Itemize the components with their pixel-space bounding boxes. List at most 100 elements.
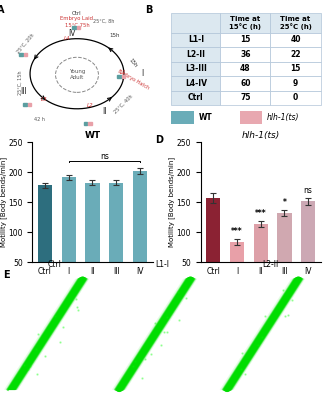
Text: 15: 15 (240, 35, 250, 44)
Point (34, 346, 39, 352)
Point (285, 312, 291, 318)
Text: 25°C, 40h: 25°C, 40h (113, 94, 134, 115)
Bar (240, 111, 262, 124)
Text: Ctrl: Ctrl (188, 93, 203, 102)
Bar (220, 90, 271, 105)
Point (75, 307, 80, 313)
Text: Time at
25°C (h): Time at 25°C (h) (280, 16, 312, 30)
Bar (117, 74, 121, 78)
Text: II: II (102, 107, 107, 116)
Point (139, 375, 145, 381)
Point (242, 370, 248, 377)
Text: L3: L3 (40, 97, 47, 102)
Bar (88, 122, 92, 125)
Bar (85, 183, 99, 292)
Point (35, 331, 40, 338)
Bar (271, 62, 321, 76)
Text: L4: L4 (64, 36, 70, 40)
Bar (230, 242, 244, 292)
Bar (171, 32, 220, 47)
Point (289, 297, 295, 303)
Text: hlh-1(ts): hlh-1(ts) (267, 113, 300, 122)
Text: Embryo Hatch: Embryo Hatch (117, 68, 150, 90)
Bar (171, 76, 220, 90)
Point (260, 334, 265, 340)
Point (283, 313, 288, 320)
Bar (24, 52, 28, 56)
Text: 15°C 75h: 15°C 75h (64, 23, 89, 28)
Text: L2-II: L2-II (186, 50, 205, 59)
Bar (271, 47, 321, 62)
Bar (171, 111, 194, 124)
Bar (133, 171, 147, 292)
Text: 25°C, 15h: 25°C, 15h (18, 70, 23, 95)
Text: L3-III: L3-III (185, 64, 207, 73)
Text: ns: ns (100, 152, 109, 160)
Bar (271, 90, 321, 105)
Bar (254, 224, 268, 292)
Text: 9: 9 (293, 79, 298, 88)
Text: Embryo Laid: Embryo Laid (61, 16, 94, 22)
Text: 36: 36 (240, 50, 250, 59)
Text: Time at
15°C (h): Time at 15°C (h) (229, 16, 261, 30)
Text: A: A (0, 6, 5, 16)
Title: L2-II: L2-II (262, 260, 278, 269)
Point (42, 353, 48, 359)
Point (165, 314, 170, 320)
Text: L2: L2 (87, 103, 94, 108)
Text: 40: 40 (290, 35, 301, 44)
Text: L1-I: L1-I (188, 35, 204, 44)
Point (35, 371, 40, 377)
Bar (277, 214, 292, 292)
Text: 15: 15 (290, 64, 301, 73)
Bar (220, 32, 271, 47)
Point (73, 296, 78, 302)
Bar (28, 103, 31, 106)
Text: *: * (283, 198, 286, 207)
Bar (62, 178, 76, 292)
Text: ***: *** (231, 227, 243, 236)
Bar (171, 62, 220, 76)
Point (132, 358, 137, 364)
Point (280, 286, 285, 293)
Text: 25°C, 8h: 25°C, 8h (93, 19, 114, 24)
Point (238, 366, 244, 372)
Bar (38, 185, 52, 292)
Point (21, 362, 27, 368)
Bar (19, 52, 23, 56)
Text: I: I (142, 69, 144, 78)
Text: IV: IV (68, 29, 76, 38)
Bar (206, 198, 220, 292)
Bar (220, 47, 271, 62)
Bar (271, 13, 321, 32)
Point (153, 320, 158, 326)
Point (240, 350, 245, 357)
Text: E: E (3, 270, 10, 280)
Text: L4-IV: L4-IV (185, 79, 207, 88)
Text: 15h: 15h (109, 33, 120, 38)
Bar (76, 26, 80, 29)
Text: III: III (20, 86, 27, 96)
Point (130, 363, 135, 370)
Bar (171, 90, 220, 105)
Point (256, 342, 261, 348)
Text: WT: WT (199, 113, 213, 122)
Point (263, 313, 268, 320)
Bar (220, 13, 271, 32)
Title: WT: WT (85, 131, 100, 140)
Bar (271, 32, 321, 47)
Title: hlh-1(ts): hlh-1(ts) (242, 131, 280, 140)
Point (27, 363, 32, 369)
Text: 22: 22 (290, 50, 301, 59)
Y-axis label: Motility [Body bends/min]: Motility [Body bends/min] (168, 157, 175, 247)
Text: 60: 60 (240, 79, 250, 88)
Bar (271, 76, 321, 90)
Point (176, 288, 181, 295)
Title: L1-I: L1-I (155, 260, 169, 269)
Bar (109, 183, 123, 292)
Point (177, 317, 182, 323)
Bar (171, 13, 220, 32)
Point (142, 356, 147, 362)
Point (148, 350, 154, 357)
Text: ns: ns (304, 186, 313, 195)
